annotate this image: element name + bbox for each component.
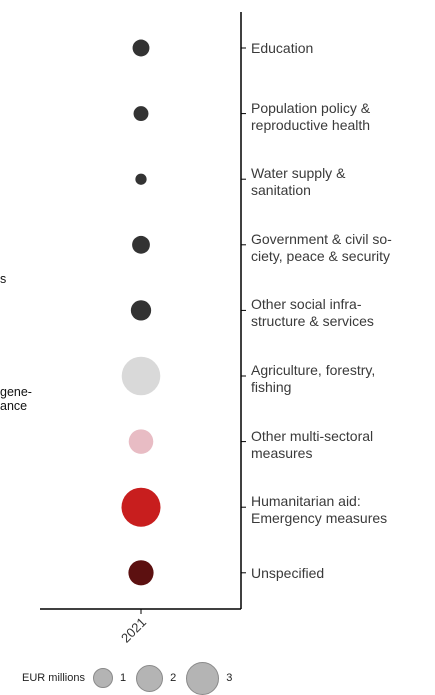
stray-label-1: s [0, 272, 7, 286]
bubble-4 [130, 300, 152, 321]
legend-circle-2 [136, 664, 164, 692]
stray-label-2: gene- ance [0, 385, 32, 413]
legend-circle-1 [92, 668, 113, 688]
bubble-8 [128, 560, 154, 586]
legend-value-1: 1 [119, 672, 127, 684]
legend-title: EUR millions [22, 672, 85, 684]
bubble-chart: 2021 [40, 12, 246, 646]
legend-value-3: 3 [226, 672, 233, 684]
bubble-5 [121, 356, 161, 396]
category-label-1: Population policy & reproductive health [251, 99, 371, 133]
bubble-6 [128, 429, 154, 454]
category-label-4: Other social infra- structure & services [251, 296, 374, 330]
bubble-7 [121, 487, 161, 527]
category-label-6: Other multi-sectoral measures [251, 427, 374, 461]
legend-value-2: 2 [170, 672, 177, 684]
bubble-0 [132, 39, 150, 57]
category-label-0: Education [251, 40, 314, 56]
legend-circle-3 [186, 661, 220, 695]
category-label-7: Humanitarian aid: Emergency measures [251, 493, 388, 527]
category-label-3: Government & civil so- ciety, peace & se… [251, 230, 392, 264]
bubble-1 [133, 106, 149, 122]
x-tick-label-2021: 2021 [118, 615, 149, 646]
category-label-8: Unspecified [251, 564, 325, 581]
category-label-5: Agriculture, forestry, fishing [251, 362, 376, 395]
category-label-2: Water supply & sanitation [251, 165, 346, 199]
bubble-3 [132, 235, 150, 254]
bubble-2 [135, 173, 147, 185]
